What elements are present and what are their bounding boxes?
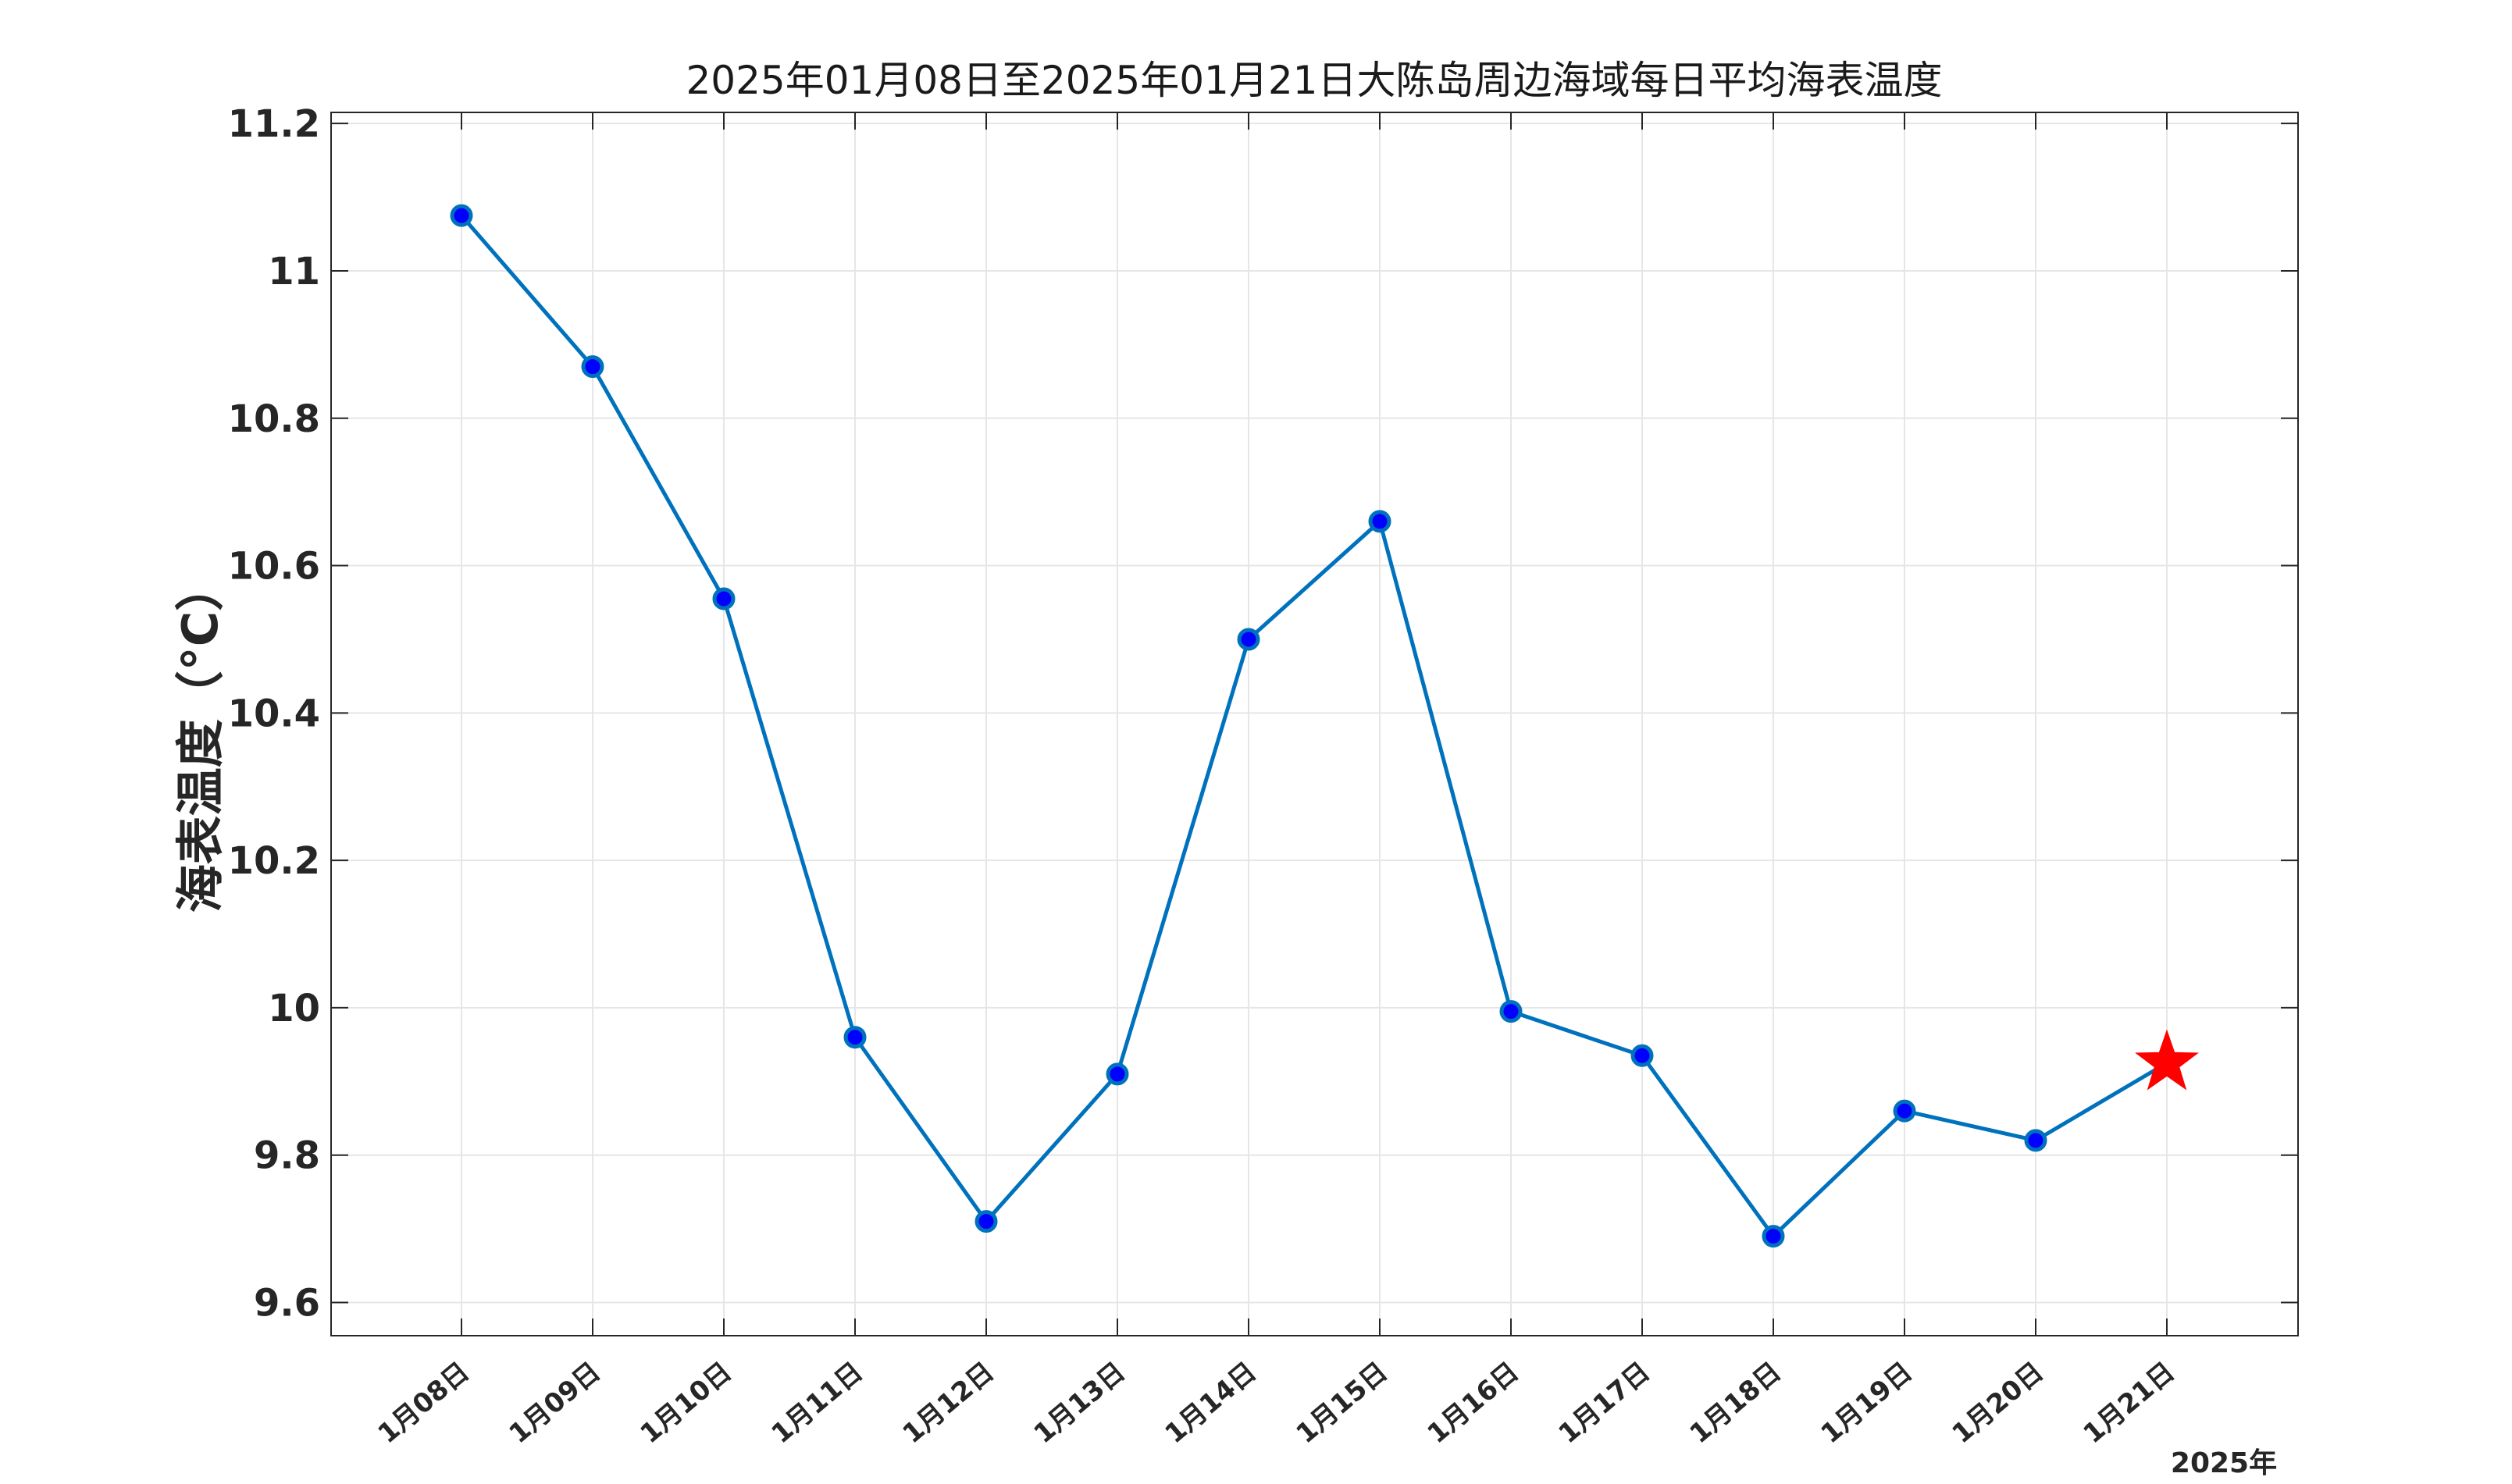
data-point xyxy=(1893,1099,1916,1123)
y-tick-label: 11.2 xyxy=(228,102,320,146)
series-layer xyxy=(460,214,2168,1239)
data-point xyxy=(1106,1062,1129,1086)
data-point xyxy=(712,587,736,610)
data-point xyxy=(1368,510,1391,533)
y-axis-label: 海表温度（°C） xyxy=(172,563,229,913)
data-point xyxy=(2024,1129,2047,1152)
plot-frame xyxy=(330,112,2299,1336)
marker-layer xyxy=(450,204,2199,1248)
data-point xyxy=(1630,1044,1654,1067)
data-point xyxy=(1237,628,1260,651)
data-point xyxy=(1499,1000,1523,1023)
data-point xyxy=(843,1026,867,1049)
data-point xyxy=(581,355,604,379)
tick-layer xyxy=(331,112,2298,1336)
highlight-star-marker xyxy=(2135,1029,2199,1091)
data-point xyxy=(1762,1225,1785,1248)
x-axis-year-note: 2025年 xyxy=(2171,1447,2277,1479)
y-tick-label: 9.8 xyxy=(254,1134,320,1178)
y-tick-label: 9.6 xyxy=(254,1282,320,1326)
data-point xyxy=(450,204,473,227)
y-tick-label: 10.4 xyxy=(228,692,320,735)
y-tick-label: 10.8 xyxy=(228,397,320,441)
series-line xyxy=(460,214,2168,1239)
y-tick-label: 11 xyxy=(268,250,320,294)
chart-title: 2025年01月08日至2025年01月21日大陈岛周边海域每日平均海表温度 xyxy=(686,58,1943,103)
y-tick-label: 10 xyxy=(268,987,320,1030)
y-tick-label: 10.2 xyxy=(228,839,320,883)
data-point xyxy=(975,1210,998,1233)
y-tick-label: 10.6 xyxy=(228,545,320,589)
